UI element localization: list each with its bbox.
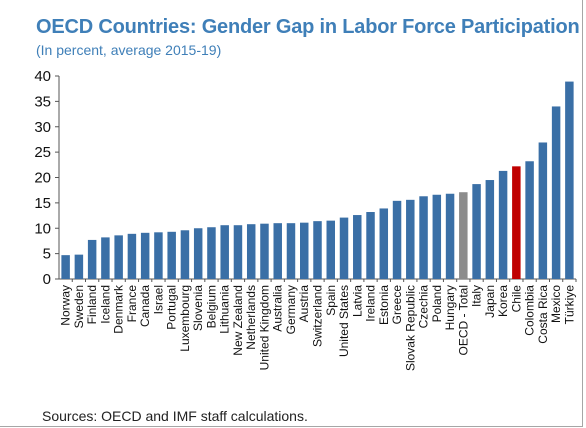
x-tick-label: Australia <box>271 285 285 332</box>
bar-japan <box>485 180 495 279</box>
x-tick-label: Ireland <box>364 285 378 322</box>
x-tick-label: Costa Rica <box>536 285 550 344</box>
x-tick-label: Norway <box>59 285 73 326</box>
x-tick-label: Italy <box>470 285 484 307</box>
y-tick-label: 25 <box>34 144 51 161</box>
y-tick-label: 10 <box>34 220 51 237</box>
bar-sweden <box>74 254 84 279</box>
x-tick-label: Belgium <box>204 285 218 328</box>
bar-finland <box>87 239 97 279</box>
bar-norway <box>61 255 70 279</box>
x-tick-label: New Zealand <box>231 285 245 356</box>
x-tick-label: Korea <box>496 285 510 317</box>
bar-italy <box>472 184 481 279</box>
bar-switzerland <box>313 221 322 279</box>
x-tick-label: Estonia <box>377 285 391 325</box>
x-tick-label: Iceland <box>98 285 112 324</box>
bar-colombia <box>525 161 534 279</box>
x-tick-label: France <box>125 285 139 323</box>
x-tick-label: Austria <box>297 285 311 323</box>
bar-new-zealand <box>233 225 243 279</box>
x-tick-label: Türkiye <box>562 285 576 325</box>
bar-slovenia <box>193 228 203 279</box>
x-tick-label: Israel <box>151 285 165 314</box>
x-tick-label: Switzerland <box>311 285 325 347</box>
bar-costa-rica <box>538 142 548 279</box>
x-tick-label: Lithuania <box>218 285 232 334</box>
x-tick-label: OECD - Total <box>456 285 470 355</box>
bar-australia <box>273 223 282 279</box>
bar-chile <box>512 166 521 279</box>
x-tick-label: Japan <box>483 285 497 318</box>
x-tick-label: Greece <box>390 285 404 325</box>
bar-france <box>127 233 137 279</box>
bar-united-kingdom <box>260 223 269 279</box>
y-tick-label: 35 <box>34 93 51 110</box>
bar-lithuania <box>220 225 229 279</box>
bar-czechia <box>419 196 428 279</box>
x-tick-label: Hungary <box>443 285 457 330</box>
chart-subtitle: (In percent, average 2015-19) <box>36 42 222 58</box>
x-tick-label: United States <box>337 285 351 357</box>
bar-poland <box>432 194 442 279</box>
x-tick-label: Finland <box>85 285 99 324</box>
bar-portugal <box>167 231 176 279</box>
x-tick-label: Slovak Republic <box>403 285 417 371</box>
x-tick-label: Portugal <box>165 285 179 330</box>
chart-title: OECD Countries: Gender Gap in Labor Forc… <box>36 16 580 38</box>
x-tick-label: Mexico <box>549 285 563 323</box>
bar-oecd-total <box>459 192 468 279</box>
bar-denmark <box>114 235 123 279</box>
bar-netherlands <box>246 224 256 279</box>
x-tick-label: Spain <box>324 285 338 316</box>
bar-estonia <box>379 208 389 279</box>
x-tick-label: Poland <box>430 285 444 322</box>
bar-ireland <box>366 212 375 279</box>
bar-t-rkiye <box>565 81 574 280</box>
y-tick-label: 5 <box>43 246 51 263</box>
y-tick-label: 0 <box>43 271 51 288</box>
bar-israel <box>154 232 163 279</box>
x-tick-label: Denmark <box>112 284 126 334</box>
x-tick-label: Luxembourg <box>178 285 192 352</box>
bar-mexico <box>551 106 561 279</box>
plot-area: 0 5 10 15 20 25 30 35 40 Norway Sweden Finland Icela… <box>34 68 577 371</box>
source-note: Sources: OECD and IMF staff calculations… <box>42 408 308 424</box>
bar-germany <box>286 223 296 279</box>
bar-greece <box>392 200 402 279</box>
y-tick-label: 40 <box>34 68 51 85</box>
x-tick-label: Canada <box>138 285 152 327</box>
x-tick-label: Czechia <box>417 285 431 329</box>
x-tick-label: Chile <box>509 285 523 313</box>
x-tick-label: Netherlands <box>244 285 258 350</box>
bar-spain <box>326 220 335 279</box>
bar-hungary <box>445 193 455 279</box>
x-tick-label: United Kingdom <box>257 285 271 370</box>
bar-canada <box>140 232 150 279</box>
bar-iceland <box>101 237 110 279</box>
y-tick-label: 15 <box>34 195 51 212</box>
bar-latvia <box>353 215 362 279</box>
y-tick-label: 30 <box>34 119 51 136</box>
bar-korea <box>498 170 508 279</box>
y-tick-label: 20 <box>34 170 51 187</box>
bar-united-states <box>339 217 349 279</box>
x-tick-label: Sweden <box>72 285 86 328</box>
x-tick-label: Slovenia <box>191 285 205 331</box>
x-tick-label: Latvia <box>350 285 364 317</box>
x-tick-label: Colombia <box>523 285 537 336</box>
bar-austria <box>300 222 309 279</box>
x-tick-label: Germany <box>284 285 298 334</box>
bar-belgium <box>207 227 216 279</box>
bar-luxembourg <box>180 230 190 279</box>
bar-slovak-republic <box>406 199 415 279</box>
